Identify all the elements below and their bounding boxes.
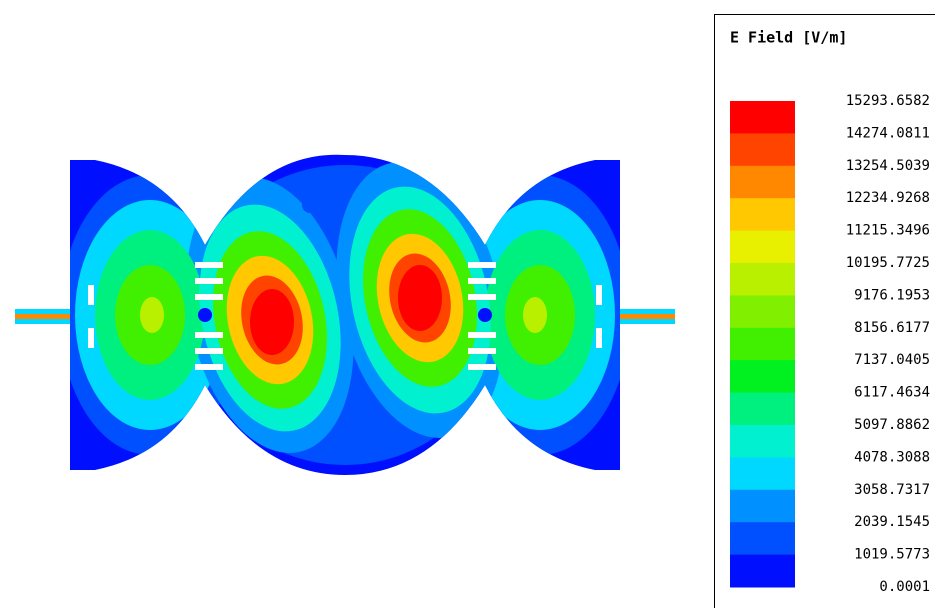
legend-label: 6117.4634 bbox=[854, 385, 930, 401]
legend-label: 0.0001 bbox=[879, 579, 930, 595]
legend-swatch bbox=[730, 295, 795, 329]
legend-label: 14274.0811 bbox=[846, 125, 930, 141]
legend: E Field [V/m] 15293.6582 14274.0811 13254.… bbox=[714, 14, 935, 608]
legend-swatch bbox=[730, 327, 795, 361]
legend-swatch bbox=[730, 392, 795, 426]
legend-label: 2039.1545 bbox=[854, 514, 930, 530]
legend-label: 7137.0405 bbox=[854, 352, 930, 368]
legend-title: E Field [V/m] bbox=[730, 29, 847, 47]
legend-swatch bbox=[730, 489, 795, 523]
legend-label: 9176.1953 bbox=[854, 287, 930, 303]
legend-label: 4078.3088 bbox=[854, 449, 930, 465]
legend-label: 1019.5773 bbox=[854, 547, 930, 563]
legend-label: 13254.5039 bbox=[846, 158, 930, 174]
legend-swatch bbox=[730, 522, 795, 556]
legend-swatch bbox=[730, 101, 795, 134]
legend-swatch bbox=[730, 360, 795, 394]
legend-swatch bbox=[730, 554, 795, 588]
legend-label: 15293.6582 bbox=[846, 93, 930, 109]
legend-swatch bbox=[730, 198, 795, 232]
legend-label: 10195.7725 bbox=[846, 255, 930, 271]
legend-swatch bbox=[730, 457, 795, 491]
legend-swatch bbox=[730, 263, 795, 296]
legend-swatch bbox=[730, 425, 795, 458]
legend-swatch bbox=[730, 133, 795, 167]
field-body bbox=[70, 154, 620, 475]
iris-slots bbox=[88, 262, 602, 370]
legend-label: 3058.7317 bbox=[854, 482, 930, 498]
feed-line-core bbox=[615, 314, 675, 319]
legend-label: 12234.9268 bbox=[846, 190, 930, 206]
legend-swatch bbox=[730, 165, 795, 199]
legend-swatch bbox=[730, 230, 795, 264]
field-geometry bbox=[15, 154, 675, 475]
legend-label: 8156.6177 bbox=[854, 320, 930, 336]
legend-label: 5097.8862 bbox=[854, 417, 930, 433]
legend-label: 11215.3496 bbox=[846, 223, 930, 239]
feed-line-core bbox=[15, 314, 75, 319]
